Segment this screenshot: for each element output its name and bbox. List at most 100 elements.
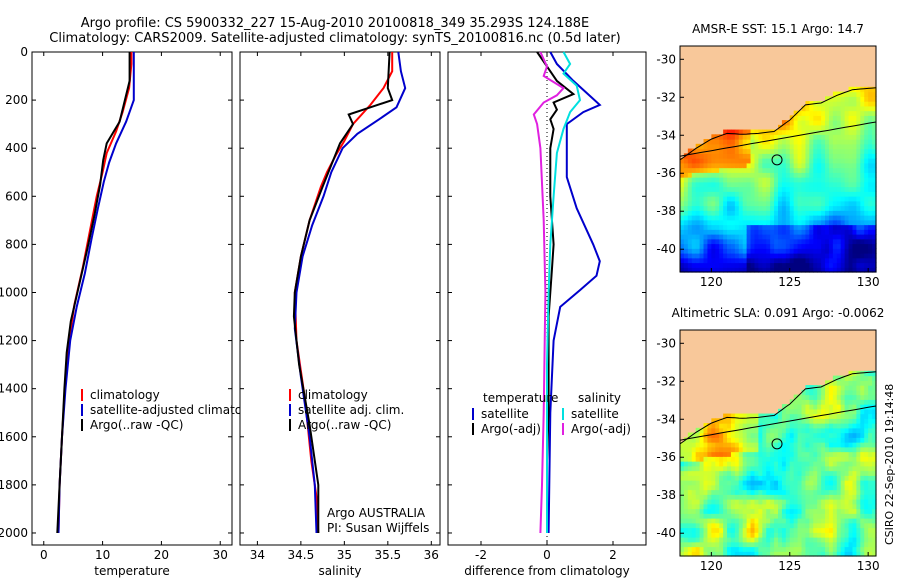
map-cell [770,551,775,557]
map-cell [860,143,865,150]
map-cell [742,480,748,486]
map-cell [778,527,783,533]
map-cell [742,537,748,543]
map-cell [703,243,709,249]
map-cell [781,461,787,467]
map-cell [730,257,736,264]
map-cell [691,167,697,173]
map-cell [683,456,689,462]
map-cell [754,167,759,173]
map-cell [872,484,877,491]
map-cell [840,167,846,173]
map-cell [864,518,869,524]
map-cell [844,143,850,150]
map-cell [813,494,818,500]
map-cell [781,229,787,235]
map-cell [872,219,877,226]
map-cell [805,115,810,121]
map-cell [781,518,787,524]
map-cell [805,532,810,538]
map-cell [754,238,759,245]
map-cell [703,167,709,173]
map-cell [715,143,720,150]
map-cell [734,148,740,154]
map-cell [687,205,693,211]
map-cell [715,451,720,457]
map-cell [789,257,795,264]
map-cell [703,546,709,552]
map-cell [828,546,834,552]
map-cell [680,508,685,514]
map-cell [766,465,771,472]
map-cell [797,124,803,131]
map-cell [750,205,756,211]
map-cell [836,404,842,410]
map-cell [723,191,728,197]
map-cell [730,503,736,510]
map-cell [872,215,877,221]
map-cell [770,219,775,226]
map-cell [719,437,724,443]
map-cell [715,257,720,264]
map-cell [848,446,854,453]
map-cell [864,139,869,145]
map-cell [832,385,838,391]
map-cell [868,370,873,377]
map-cell [691,527,697,533]
map-cell [844,427,850,434]
map-cell [727,546,732,552]
map-cell [836,129,842,135]
map-cell [809,186,814,192]
map-cell [683,238,689,245]
map-cell [856,532,861,538]
map-cell [750,541,756,548]
map-cell [852,399,857,405]
map-cell [836,432,842,438]
map-cell [793,522,799,529]
map-cell [770,210,775,216]
map-cell [754,518,759,524]
map-cell [703,480,709,486]
map-cell [754,522,759,529]
map-cell [727,229,732,235]
map-cell [801,129,807,135]
map-cell [793,461,799,467]
map-cell [852,120,857,126]
map-cell [774,423,779,429]
map-cell [683,499,689,505]
map-cell [789,480,795,486]
map-cell [738,494,744,500]
map-cell [868,139,873,145]
map-cell [719,446,724,453]
map-cell [836,115,842,121]
map-cell [836,120,842,126]
map-cell [695,527,701,533]
map-cell [828,158,834,164]
map-cell [836,105,842,112]
map-cell [766,153,771,159]
map-cell [734,181,740,188]
map-cell [872,153,877,159]
map-cell [832,499,838,505]
map-cell [860,404,865,410]
map-cell [813,115,818,121]
map-cell [856,215,861,221]
map-cell [864,110,869,116]
map-cell [801,546,807,552]
map-cell [797,158,803,164]
map-cell [750,253,756,259]
map-cell [680,465,685,472]
map-cell [707,143,712,150]
map-cell [766,191,771,197]
sst_map-frame [679,45,877,273]
map-cell [825,394,830,400]
map-cell [683,257,689,264]
map-cell [828,385,834,391]
map-cell [785,191,791,197]
map-cell [825,267,830,273]
map-cell [844,532,850,538]
map-cell [793,248,799,254]
map-cell [727,537,732,543]
map-cell [797,229,803,235]
map-cell [683,522,689,529]
